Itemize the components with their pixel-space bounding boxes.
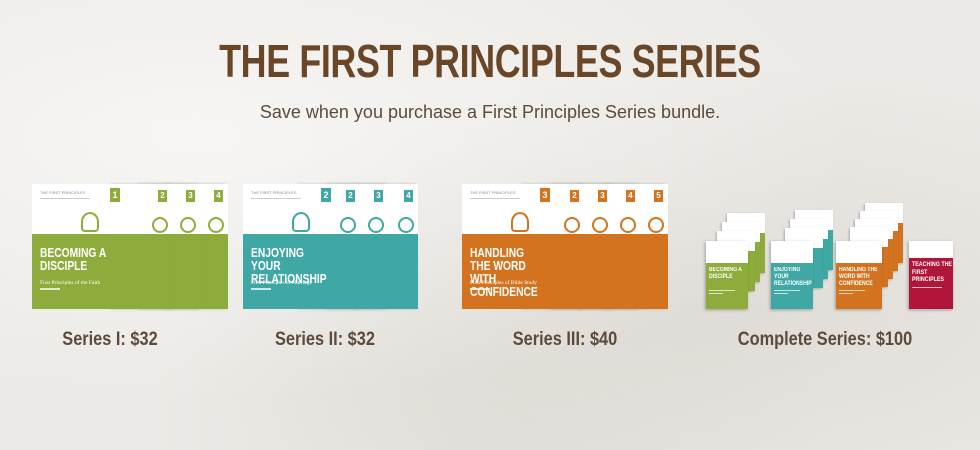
book-number: 5 (654, 190, 663, 202)
mini-book-title: TEACHING THE FIRST PRINCIPLES (912, 261, 952, 283)
book-number: 4 (404, 190, 413, 202)
book-number: 3 (374, 190, 383, 202)
book-number: 4 (626, 190, 635, 202)
book-subtitle: First Principles of Bible Study (470, 280, 537, 286)
book-subtitle: First Principles of Marriage (251, 280, 312, 286)
book-number: 4 (214, 190, 223, 202)
mini-book-title: BECOMING A DISCIPLE (709, 267, 742, 280)
book-front-cover: THE FIRST PRINCIPLES 1 BECOMING A DISCIP… (32, 184, 124, 309)
book-number: 2 (346, 190, 355, 202)
book-emblem-icon (340, 217, 356, 233)
book-emblem-icon (620, 217, 636, 233)
book-emblem-icon (648, 217, 664, 233)
mini-book-front: HANDLING THE WORD WITH CONFIDENCE (836, 241, 882, 309)
book-emblem-icon (180, 217, 196, 233)
page-subtitle: Save when you purchase a First Principle… (259, 102, 721, 122)
book-emblem-icon (208, 217, 224, 233)
book-emblem-icon (511, 212, 529, 232)
book-number: 3 (186, 190, 195, 202)
book-number: 3 (540, 188, 550, 202)
cover-label: THE FIRST PRINCIPLES (40, 190, 86, 195)
book-number: 3 (598, 190, 607, 202)
book-emblem-icon (564, 217, 580, 233)
cover-label: THE FIRST PRINCIPLES (251, 190, 297, 195)
book-subtitle: First Principles of the Faith (40, 280, 101, 286)
book-number: 1 (110, 188, 120, 202)
book-emblem-icon (368, 217, 384, 233)
mini-book-front: ENJOYING YOUR RELATIONSHIP (771, 241, 813, 309)
book-emblem-icon (292, 212, 310, 232)
book-emblem-icon (398, 217, 414, 233)
book-title: HANDLING THE WORD WITH CONFIDENCE (470, 246, 538, 299)
mini-book-title: ENJOYING YOUR RELATIONSHIP (774, 267, 812, 287)
book-front-cover: THE FIRST PRINCIPLES 2 ENJOYING YOUR REL… (243, 184, 335, 309)
mini-book-front: BECOMING A DISCIPLE (706, 241, 748, 309)
book-emblem-icon (592, 217, 608, 233)
book-title: BECOMING A DISCIPLE (40, 246, 106, 273)
book-emblem-icon (81, 212, 99, 232)
price-label: Complete Series: $100 (737, 329, 913, 350)
price-label: Series II: $32 (275, 329, 375, 350)
book-number: 2 (570, 190, 579, 202)
book-title: ENJOYING YOUR RELATIONSHIP (251, 246, 327, 286)
cover-label: THE FIRST PRINCIPLES (470, 190, 516, 195)
book-front-cover: THE FIRST PRINCIPLES 3 HANDLING THE WORD… (462, 184, 554, 309)
price-label: Series I: $32 (62, 329, 158, 350)
mini-book-front: TEACHING THE FIRST PRINCIPLES (909, 241, 953, 309)
book-number: 2 (158, 190, 167, 202)
page-title: THE FIRST PRINCIPLES SERIES (219, 35, 761, 87)
book-number: 2 (321, 188, 331, 202)
book-emblem-icon (152, 217, 168, 233)
mini-book-title: HANDLING THE WORD WITH CONFIDENCE (839, 267, 878, 287)
price-label: Series III: $40 (512, 329, 618, 350)
